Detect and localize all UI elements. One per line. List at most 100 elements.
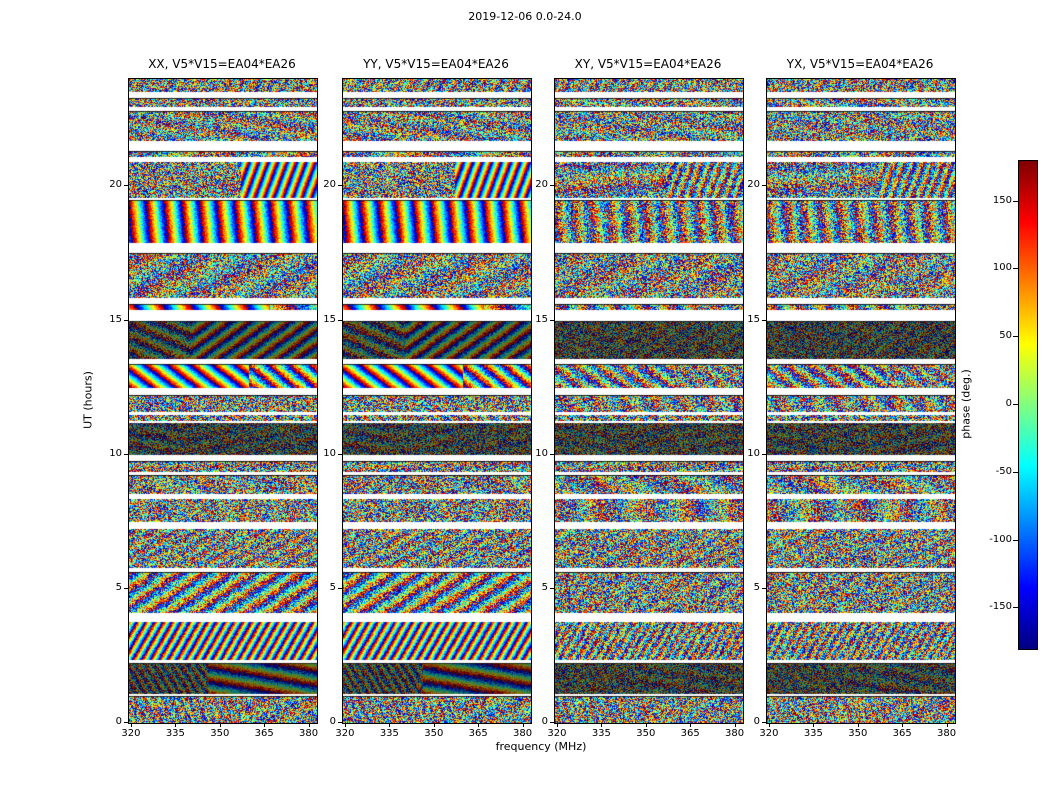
tick-mark: [734, 724, 736, 727]
x-tick-label: 350: [636, 728, 656, 739]
tick-mark: [762, 319, 766, 321]
panel-xy: XY, V5*V15=EA04*EA26 320 335 350 365 380 0 5 10…: [535, 57, 744, 739]
colorbar-tick-label: 0: [1005, 398, 1012, 409]
colorbar-tick-label: 100: [992, 262, 1012, 274]
tick-mark: [264, 724, 266, 727]
y-tick-label: 0: [541, 716, 548, 727]
tick-mark: [762, 722, 766, 723]
y-tick-label: 0: [115, 716, 122, 727]
tick-mark: [308, 724, 310, 727]
panel-yx: YX, V5*V15=EA04*EA26 320 335 350 365 380 0 5 10…: [747, 57, 956, 739]
tick-mark: [690, 724, 692, 727]
tick-mark: [338, 587, 342, 589]
tick-mark: [219, 724, 221, 727]
x-tick-label: 380: [299, 728, 319, 739]
x-tick-label: 320: [547, 728, 567, 739]
tick-mark: [130, 724, 132, 727]
tick-mark: [522, 724, 524, 727]
tick-mark: [946, 724, 948, 727]
y-tick-label: 10: [747, 447, 760, 459]
y-tick-label: 0: [329, 716, 336, 727]
colorbar-tick-label: 150: [992, 194, 1012, 206]
tick-mark: [433, 724, 435, 727]
tick-mark: [1013, 607, 1018, 609]
tick-mark: [1013, 200, 1018, 202]
tick-mark: [550, 587, 554, 589]
y-tick-label: 5: [753, 581, 760, 593]
y-tick-label: 20: [323, 179, 336, 191]
x-tick-label: 335: [591, 728, 611, 739]
phase-waterfall-xx: [128, 78, 318, 724]
tick-mark: [762, 185, 766, 187]
x-tick-label: 365: [892, 728, 912, 739]
tick-mark: [550, 453, 554, 455]
x-axis-label: frequency (MHz): [495, 740, 587, 753]
panel-title-yy: YY, V5*V15=EA04*EA26: [363, 57, 509, 71]
panel-xx: XX, V5*V15=EA04*EA26 320 335 350 365 380 0 5 10…: [109, 57, 318, 739]
colorbar-tick-label: -100: [989, 533, 1012, 545]
y-tick-label: 15: [109, 313, 122, 325]
tick-mark: [338, 185, 342, 187]
x-tick-label: 350: [424, 728, 444, 739]
x-tick-label: 365: [468, 728, 488, 739]
x-tick-label: 335: [803, 728, 823, 739]
panel-title-yx: YX, V5*V15=EA04*EA26: [786, 57, 934, 71]
tick-mark: [124, 319, 128, 321]
tick-mark: [813, 724, 815, 727]
phase-waterfall-yx: [766, 78, 956, 724]
tick-mark: [645, 724, 647, 727]
tick-mark: [478, 724, 480, 727]
panel-title-xx: XX, V5*V15=EA04*EA26: [148, 57, 296, 71]
colorbar-gradient: [1019, 161, 1037, 649]
x-tick-label: 335: [379, 728, 399, 739]
y-tick-label: 10: [109, 447, 122, 459]
x-tick-label: 320: [335, 728, 355, 739]
y-tick-label: 0: [753, 716, 760, 727]
x-tick-label: 380: [513, 728, 533, 739]
x-tick-label: 350: [848, 728, 868, 739]
panel-yy: YY, V5*V15=EA04*EA26 320 335 350 365 380 0 5 10…: [323, 57, 532, 739]
y-tick-label: 15: [323, 313, 336, 325]
x-tick-label: 320: [121, 728, 141, 739]
tick-mark: [556, 724, 558, 727]
phase-waterfall-yy: [342, 78, 532, 724]
x-tick-label: 350: [210, 728, 230, 739]
colorbar-tick-label: 50: [999, 330, 1012, 342]
tick-mark: [344, 724, 346, 727]
x-tick-label: 380: [725, 728, 745, 739]
tick-mark: [762, 587, 766, 589]
tick-mark: [1013, 404, 1018, 405]
y-tick-label: 10: [323, 447, 336, 459]
tick-mark: [124, 722, 128, 723]
y-tick-label: 5: [541, 581, 548, 593]
panel-title-xy: XY, V5*V15=EA04*EA26: [574, 57, 722, 71]
tick-mark: [338, 722, 342, 723]
colorbar-tick-label: -50: [995, 465, 1012, 477]
y-tick-label: 15: [535, 313, 548, 325]
tick-mark: [550, 722, 554, 723]
y-tick-label: 5: [329, 581, 336, 593]
tick-mark: [389, 724, 391, 727]
colorbar-tick-label: -150: [989, 601, 1012, 613]
y-tick-label: 20: [747, 179, 760, 191]
tick-mark: [768, 724, 770, 727]
tick-mark: [338, 319, 342, 321]
tick-mark: [550, 185, 554, 187]
x-tick-label: 365: [254, 728, 274, 739]
tick-mark: [902, 724, 904, 727]
colorbar-label: phase (deg.): [959, 369, 973, 439]
tick-mark: [1013, 268, 1018, 270]
y-tick-label: 20: [109, 179, 122, 191]
colorbar: [1018, 160, 1038, 650]
y-tick-label: 5: [115, 581, 122, 593]
x-tick-label: 365: [680, 728, 700, 739]
tick-mark: [1013, 336, 1018, 338]
tick-mark: [857, 724, 859, 727]
y-tick-label: 10: [535, 447, 548, 459]
x-tick-label: 380: [937, 728, 957, 739]
phase-waterfall-xy: [554, 78, 744, 724]
figure-title: 2019-12-06 0.0-24.0: [468, 10, 582, 23]
tick-mark: [338, 453, 342, 455]
tick-mark: [124, 587, 128, 589]
